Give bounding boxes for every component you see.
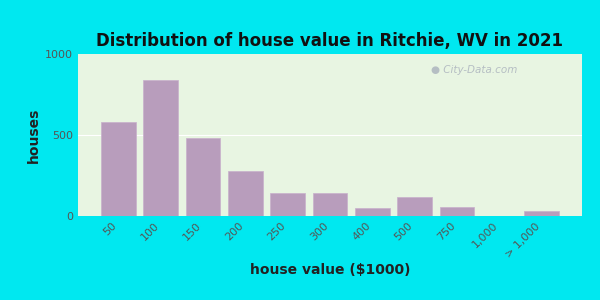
Text: ● City-Data.com: ● City-Data.com: [431, 65, 517, 75]
Bar: [185, 138, 220, 216]
Bar: [101, 122, 136, 216]
Bar: [313, 193, 347, 216]
X-axis label: house value ($1000): house value ($1000): [250, 263, 410, 278]
Bar: [228, 171, 263, 216]
Bar: [355, 208, 390, 216]
Bar: [440, 207, 475, 216]
Y-axis label: houses: houses: [27, 107, 41, 163]
Bar: [143, 80, 178, 216]
Bar: [397, 196, 432, 216]
Bar: [270, 193, 305, 216]
Bar: [524, 211, 559, 216]
Title: Distribution of house value in Ritchie, WV in 2021: Distribution of house value in Ritchie, …: [97, 32, 563, 50]
